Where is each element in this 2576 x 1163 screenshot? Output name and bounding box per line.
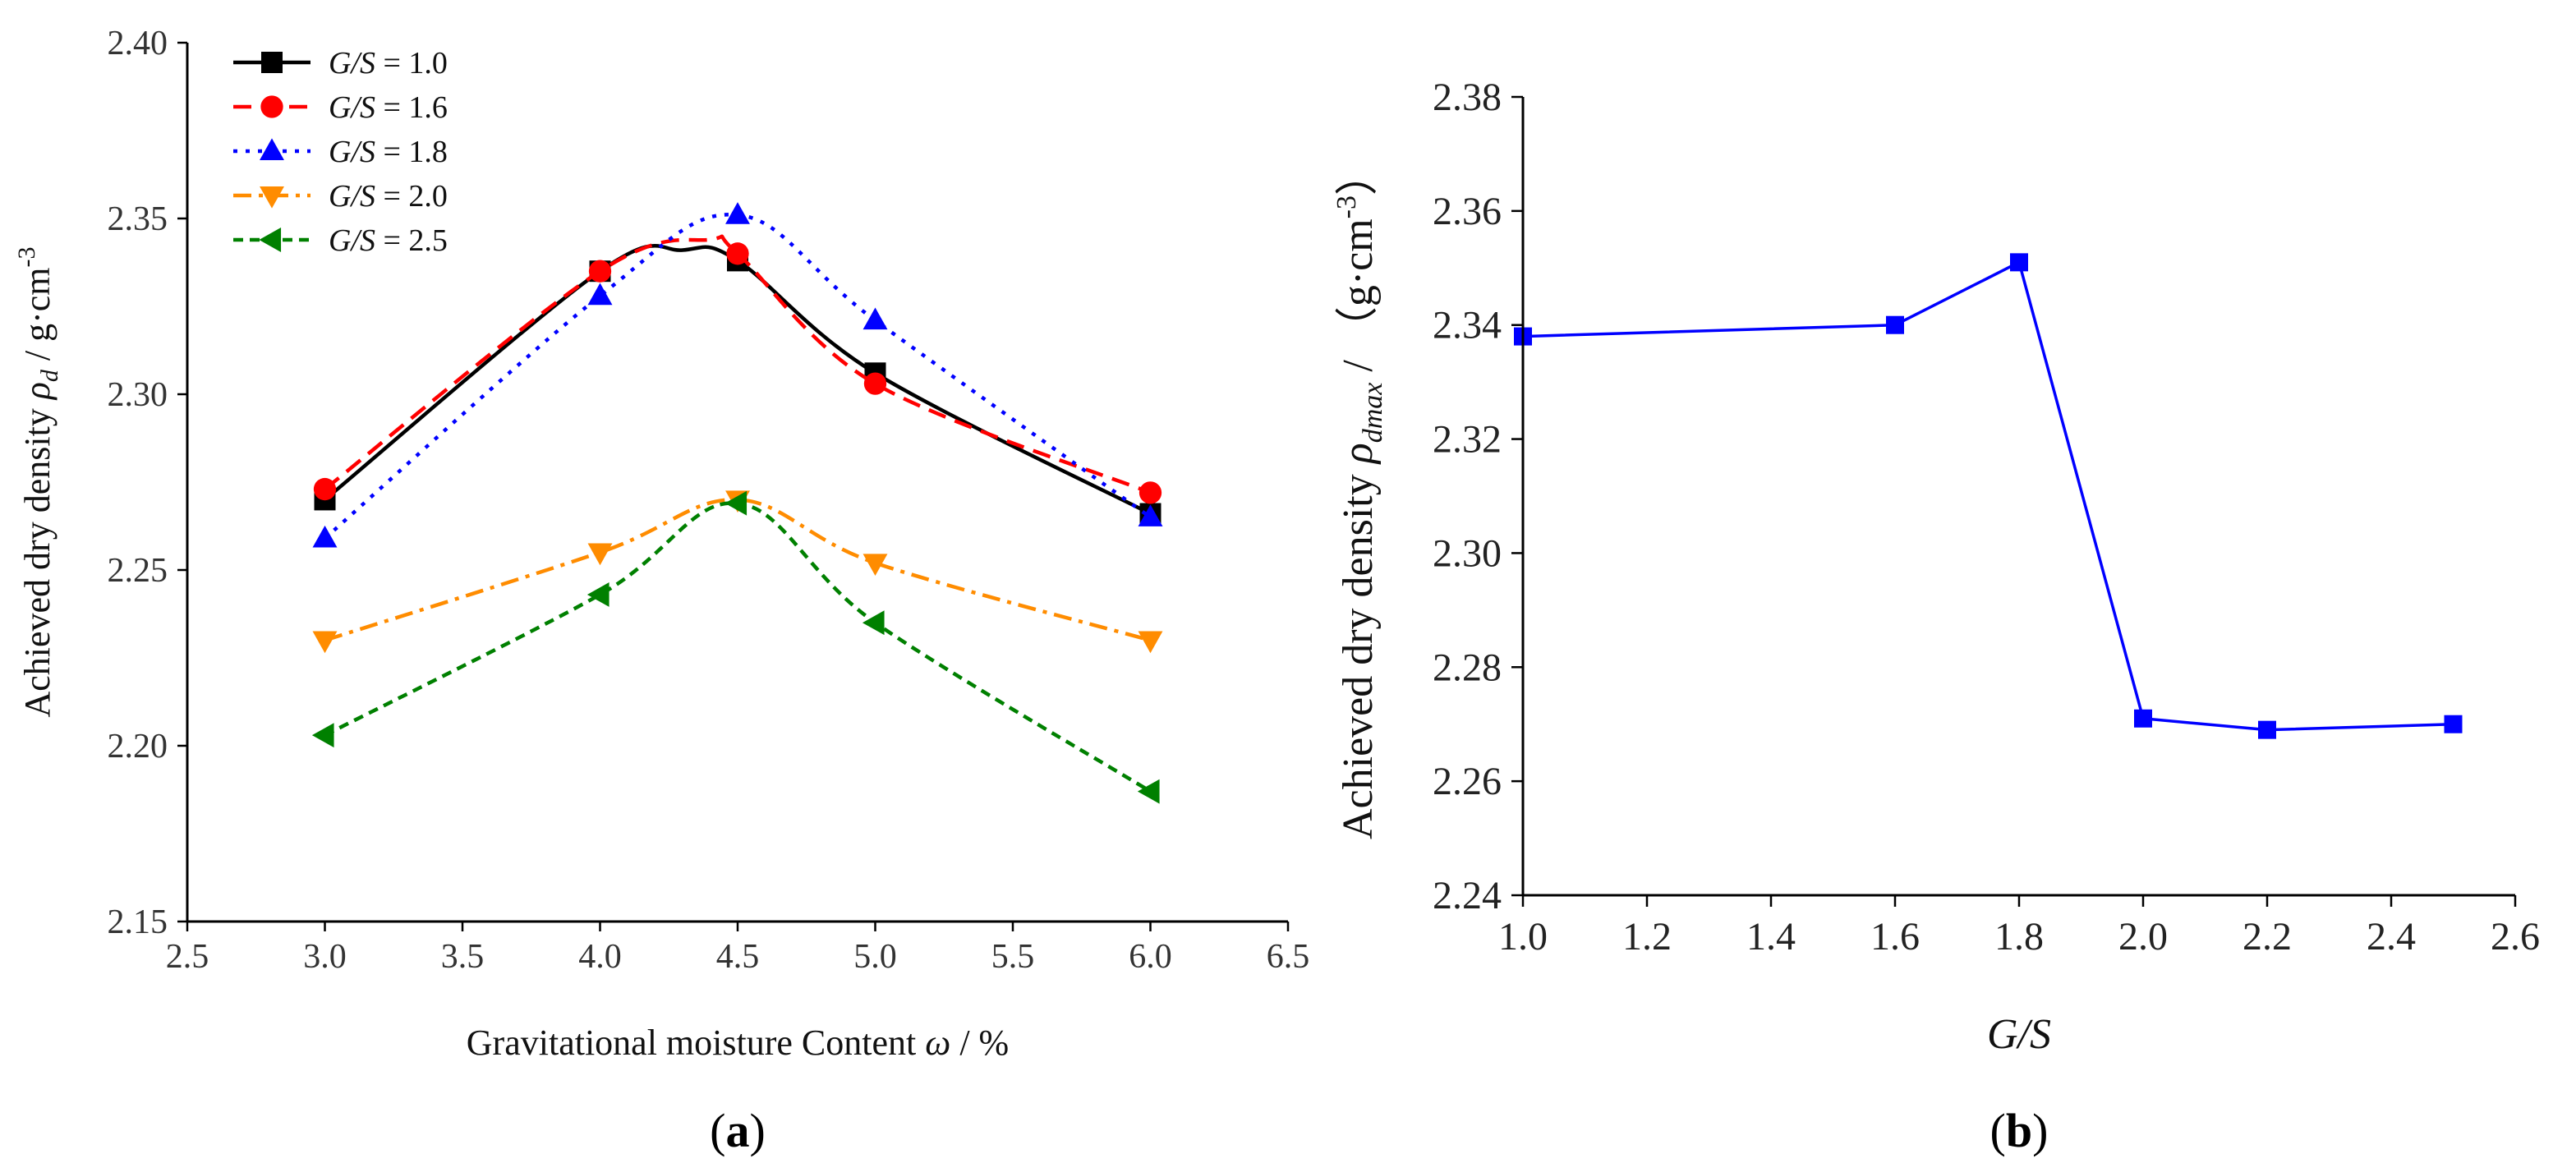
- chart-b-caption: (b): [1990, 1104, 2049, 1157]
- x-tick-label: 3.0: [303, 938, 347, 976]
- data-point-gs-1.8: [1138, 504, 1163, 526]
- legend-label-gs-2.0: G/S = 2.0: [329, 179, 448, 214]
- legend-marker-gs-1.0: [261, 52, 283, 73]
- data-point-gs-2.5: [862, 610, 885, 636]
- y-tick-label: 2.40: [108, 25, 168, 62]
- data-point-max-density: [2010, 253, 2028, 272]
- data-point-gs-1.6: [863, 372, 887, 395]
- x-tick-label: 3.5: [441, 938, 485, 976]
- chart-a-legend: G/S = 1.0 G/S = 1.6 G/S = 1.8 G/S = 2.0 G/S …: [233, 46, 448, 258]
- data-point-gs-2.0: [1138, 631, 1163, 654]
- data-point-gs-1.6: [726, 242, 749, 265]
- x-tick-label: 4.5: [716, 938, 760, 976]
- y-tick-label: 2.28: [1433, 646, 1502, 689]
- data-point-gs-2.0: [862, 554, 888, 577]
- x-tick-label: 5.5: [991, 938, 1035, 976]
- legend-label-gs-1.0: G/S = 1.0: [329, 46, 448, 80]
- data-point-gs-1.8: [587, 283, 613, 306]
- x-tick-label: 1.2: [1622, 915, 1672, 958]
- data-point-gs-1.6: [1138, 481, 1162, 504]
- data-point-gs-1.8: [725, 202, 750, 224]
- legend-marker-gs-1.6: [260, 95, 283, 118]
- y-tick-label: 2.25: [108, 552, 168, 590]
- data-point-max-density: [1886, 315, 1904, 334]
- y-tick-label: 2.30: [108, 376, 168, 414]
- data-point-gs-2.5: [311, 723, 334, 748]
- legend-marker-gs-2.5: [259, 228, 282, 252]
- data-point-max-density: [2258, 720, 2276, 739]
- x-tick-label: 4.0: [578, 938, 622, 976]
- legend-marker-gs-2.0: [260, 186, 284, 209]
- chart-b-y-ticks: 2.24 2.26 2.28 2.30 2.32 2.34 2.36 2.38: [1433, 76, 1523, 917]
- series-line-gs-2.5: [324, 501, 1152, 793]
- chart-a: 2.5 3.0 3.5 4.0 4.5 5.0 5.5 6.0 6.5 2.15 2.20 2.25…: [13, 25, 1309, 1157]
- y-tick-label: 2.15: [108, 903, 168, 941]
- x-tick-label: 1.8: [1994, 915, 2044, 958]
- chart-b: 1.0 1.2 1.4 1.6 1.8 2.0 2.2 2.4 2.6 2.24 2.26 2.28…: [1332, 76, 2540, 1157]
- chart-a-x-axis-label: Gravitational moisture Content ω / %: [467, 1023, 1009, 1063]
- data-point-gs-1.6: [313, 477, 337, 501]
- y-tick-label: 2.32: [1433, 418, 1502, 462]
- chart-b-x-ticks: 1.0 1.2 1.4 1.6 1.8 2.0 2.2 2.4 2.6: [1498, 895, 2540, 958]
- data-point-max-density: [2134, 709, 2152, 728]
- x-tick-label: 1.6: [1870, 915, 1920, 958]
- y-tick-label: 2.38: [1433, 76, 1502, 119]
- data-point-gs-2.0: [587, 543, 613, 566]
- y-tick-label: 2.30: [1433, 531, 1502, 575]
- x-tick-label: 2.6: [2491, 915, 2540, 958]
- x-tick-label: 2.2: [2242, 915, 2292, 958]
- x-tick-label: 5.0: [853, 938, 897, 976]
- data-point-gs-1.8: [862, 307, 888, 330]
- y-tick-label: 2.34: [1433, 304, 1502, 347]
- y-tick-label: 2.26: [1433, 760, 1502, 803]
- y-tick-label: 2.35: [108, 200, 168, 238]
- legend-label-gs-2.5: G/S = 2.5: [329, 223, 448, 258]
- x-tick-label: 1.4: [1746, 915, 1796, 958]
- chart-a-x-ticks: 2.5 3.0 3.5 4.0 4.5 5.0 5.5 6.0 6.5: [166, 922, 1310, 976]
- x-tick-label: 6.0: [1129, 938, 1172, 976]
- chart-a-caption: (a): [710, 1104, 766, 1157]
- chart-a-plot-area: [311, 202, 1163, 804]
- data-point-gs-2.0: [312, 631, 338, 654]
- x-tick-label: 6.5: [1267, 938, 1310, 976]
- data-point-gs-2.5: [724, 490, 748, 516]
- chart-b-plot-area: [1514, 253, 2463, 739]
- x-tick-label: 1.0: [1498, 915, 1548, 958]
- y-tick-label: 2.20: [108, 728, 168, 765]
- y-tick-label: 2.36: [1433, 190, 1502, 233]
- x-tick-label: 2.5: [166, 938, 209, 976]
- legend-label-gs-1.6: G/S = 1.6: [329, 90, 448, 125]
- data-point-gs-1.6: [588, 260, 612, 283]
- chart-b-y-axis-label: Achieved dry density ρdmax / （g·cm-3）: [1332, 153, 1388, 839]
- chart-a-y-axis-label: Achieved dry density ρd / g·cm-3: [13, 246, 63, 717]
- chart-b-x-axis-label: G/S: [1987, 1011, 2051, 1058]
- series-line-gs-2.0: [324, 498, 1152, 642]
- x-tick-label: 2.0: [2118, 915, 2168, 958]
- legend-marker-gs-1.8: [260, 138, 284, 161]
- series-line-gs-1.0: [324, 243, 1152, 516]
- x-tick-label: 2.4: [2367, 915, 2416, 958]
- data-point-gs-2.5: [1137, 779, 1160, 804]
- legend-label-gs-1.8: G/S = 1.8: [329, 135, 448, 169]
- data-point-gs-2.5: [586, 582, 610, 607]
- data-point-gs-1.8: [312, 525, 338, 548]
- series-line-max-density: [1522, 260, 2454, 732]
- data-point-max-density: [2444, 715, 2463, 733]
- series-line-gs-1.6: [324, 234, 1152, 494]
- y-tick-label: 2.24: [1433, 874, 1502, 917]
- chart-a-y-ticks: 2.15 2.20 2.25 2.30 2.35 2.40: [108, 25, 187, 941]
